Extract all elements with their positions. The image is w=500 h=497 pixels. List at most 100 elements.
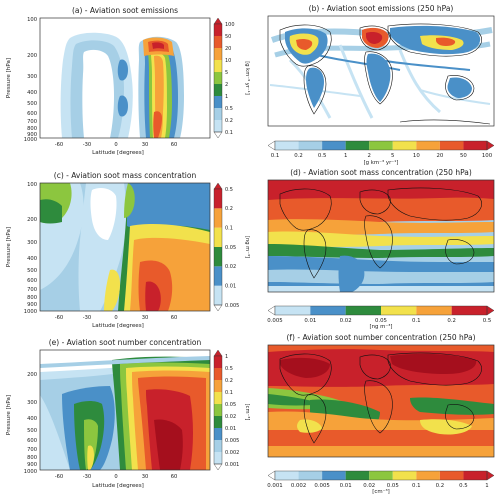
panel-c-xlabel: Latitude [degrees] (92, 323, 144, 329)
panel-a-ytick: 1000 (24, 137, 37, 143)
colorbar-band (214, 36, 222, 48)
colorbar-tick-label: 1 (344, 153, 347, 159)
panel-a-ytick: 800 (27, 126, 37, 132)
panel-d-title: (d) - Aviation soot mass concentration (… (290, 168, 472, 177)
colorbar-band (214, 380, 222, 392)
panel-c-colorbar: 0.005 0.01 0.02 0.05 0.1 0.2 0.5 (213, 182, 239, 312)
colorbar-band (322, 471, 346, 480)
colorbar-band (214, 416, 222, 428)
colorbar-tick-label: 0.1 (225, 225, 233, 231)
colorbar-band (275, 306, 311, 315)
colorbar-tick-label: 0.2 (225, 118, 233, 124)
panel-d-map (268, 180, 494, 292)
panel-c-ytick: 300 (27, 240, 37, 246)
colorbar-tick-label: 10 (413, 153, 420, 159)
panel-a-ytick: 500 (27, 101, 37, 107)
colorbar-tick-label: 2 (368, 153, 371, 159)
colorbar-tick-label: 0.2 (436, 483, 445, 489)
panel-a-ytick: 400 (27, 90, 37, 96)
colorbar-band (214, 108, 222, 120)
panel-e-xlabel: Latitude [degrees] (92, 483, 144, 489)
colorbar-band (298, 471, 323, 480)
colorbar-tick-label: 5 (391, 153, 394, 159)
colorbar-band (214, 189, 222, 209)
colorbar-band (214, 60, 222, 72)
colorbar-tick-label: 0.02 (225, 264, 236, 270)
colorbar-band (463, 471, 487, 480)
panel-d-colorbar: 0.005 0.01 0.02 0.05 0.1 0.2 0.5 (267, 305, 495, 324)
colorbar-extend-min (213, 463, 223, 471)
colorbar-band (451, 306, 487, 315)
panel-c-ylabel: Pressure [hPa] (6, 227, 12, 267)
panel-e-ytick: 1000 (24, 469, 37, 475)
panel-f-map (268, 345, 494, 457)
colorbar-tick-label: 5 (225, 70, 228, 76)
colorbar-tick-label: 0.01 (340, 483, 352, 489)
colorbar-tick-label: 0.5 (225, 106, 233, 112)
panel-c-xticks: -60 -30 0 30 60 (55, 315, 178, 321)
panel-e-xtick: -30 (83, 474, 91, 480)
colorbar-band (214, 428, 222, 440)
panel-a-colorbar-unit: [g km⁻³ yr⁻¹] (244, 61, 250, 95)
panel-f-title: (f) - Aviation soot number concentration… (286, 333, 475, 342)
panel-e-xtick: 60 (171, 474, 178, 480)
panel-b-title: (b) - Aviation soot emissions (250 hPa) (309, 4, 454, 13)
colorbar-band (275, 141, 299, 150)
colorbar-band (214, 227, 222, 247)
panel-a-xtick: -60 (55, 142, 63, 148)
panel-a-xtick: 30 (142, 142, 149, 148)
colorbar-band (416, 141, 440, 150)
colorbar-extend-min (267, 140, 276, 151)
panel-e-ytick: 200 (27, 372, 37, 378)
panel-f-coastlines (279, 352, 482, 444)
colorbar-extend-max (213, 17, 223, 25)
panel-e-ytick: 300 (27, 400, 37, 406)
panel-a-ytick: 300 (27, 74, 37, 80)
panel-c: (c) - Aviation soot mass concentration 1… (6, 171, 250, 329)
colorbar-band (214, 440, 222, 452)
colorbar-tick-label: 0.2 (225, 378, 233, 384)
panel-e-ytick: 600 (27, 438, 37, 444)
colorbar-band (416, 306, 452, 315)
colorbar-tick-label: 0.05 (375, 318, 387, 324)
colorbar-tick-label: 0.1 (271, 153, 280, 159)
colorbar-band (369, 471, 393, 480)
colorbar-band (345, 471, 370, 480)
colorbar-band (214, 452, 222, 464)
colorbar-tick-label: 0.05 (225, 245, 236, 251)
panel-d-coastlines (279, 187, 482, 279)
colorbar-band (298, 141, 323, 150)
panel-a-colorbar: 0.1 0.2 0.5 1 2 5 10 20 50 100 (213, 17, 235, 139)
panel-b-colorbar: 0.1 0.2 0.5 1 2 5 10 20 50 100 (267, 140, 495, 159)
panel-c-ytick: 800 (27, 295, 37, 301)
panel-e-xticks: -60 -30 0 30 60 (55, 474, 178, 480)
colorbar-tick-label: 50 (225, 34, 231, 40)
panel-c-ytick: 200 (27, 217, 37, 223)
panel-f-colorbar: 0.001 0.002 0.005 0.01 0.02 0.05 0.1 0.2 0.5 1 (267, 470, 495, 489)
colorbar-tick-label: 10 (225, 58, 231, 64)
colorbar-tick-label: 0.005 (225, 303, 239, 309)
panel-a-ytick: 100 (27, 17, 37, 23)
panel-a: (a) - Aviation soot emissions 100 200 (6, 6, 250, 156)
colorbar-band (439, 141, 464, 150)
panel-e-ytick: 800 (27, 455, 37, 461)
colorbar-band (310, 306, 346, 315)
colorbar-tick-label: 0.5 (225, 366, 233, 372)
colorbar-extend-min (213, 304, 223, 312)
colorbar-band (214, 266, 222, 286)
panel-c-plot-area (40, 183, 210, 311)
panel-c-xtick: 30 (142, 315, 149, 321)
panel-e-xtick: 0 (114, 474, 117, 480)
colorbar-tick-label: 0.01 (225, 283, 236, 289)
colorbar-band (275, 471, 299, 480)
colorbar-band (214, 356, 222, 368)
colorbar-tick-label: 0.05 (225, 402, 236, 408)
panel-e-colorbar: 0.001 0.002 0.005 0.01 0.02 0.05 0.1 0.2 0.5 1 (213, 349, 239, 471)
colorbar-band (214, 24, 222, 36)
colorbar-tick-label: 0.01 (225, 426, 236, 432)
colorbar-tick-label: 1 (225, 354, 228, 360)
panel-e-colorbar-unit: [cm⁻³] (244, 404, 250, 421)
colorbar-tick-label: 0.2 (225, 206, 233, 212)
panel-a-xtick: -30 (83, 142, 91, 148)
panel-b-colorbar-unit: [g km⁻³ yr⁻¹] (364, 159, 399, 166)
